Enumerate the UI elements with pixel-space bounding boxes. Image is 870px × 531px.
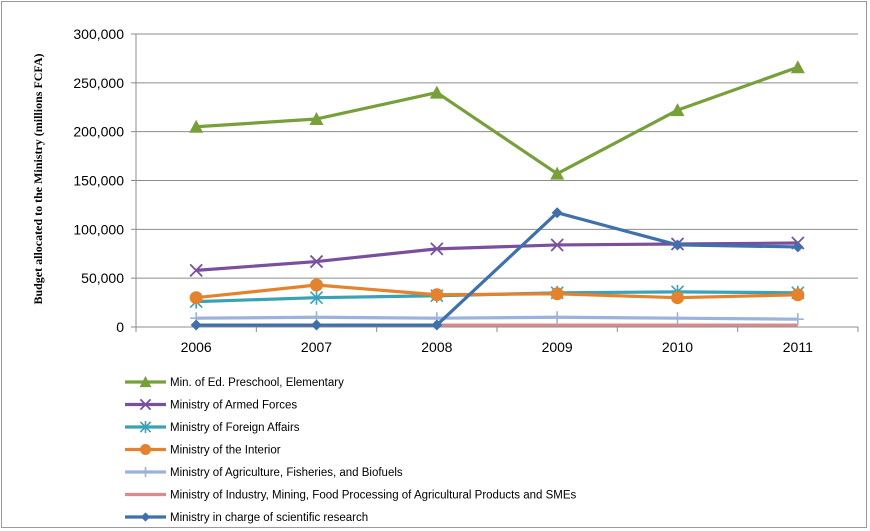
legend-item: Ministry of Agriculture, Fisheries, and … [125, 466, 403, 479]
data-point [670, 103, 685, 117]
y-axis: 0 50,000 100,000 150,000 200,000 250,000 300,0… [73, 26, 137, 335]
legend-item: Ministry in charge of scientific researc… [125, 512, 368, 524]
data-point [190, 319, 202, 331]
legend-label: Ministry of Foreign Affairs [170, 422, 300, 434]
data-point [430, 288, 444, 302]
data-point [671, 291, 684, 305]
data-point [310, 278, 323, 292]
legend-label: Ministry of the Interior [170, 445, 281, 457]
legend-item: Ministry of Armed Forces [125, 398, 297, 412]
x-tick-label: 2007 [301, 339, 332, 355]
y-tick-label: 50,000 [81, 270, 124, 286]
data-point [140, 466, 151, 478]
data-point [309, 254, 324, 269]
data-point [672, 239, 683, 251]
y-tick-label: 250,000 [73, 75, 124, 91]
series-4 [190, 311, 804, 326]
data-point [551, 311, 564, 324]
series-0 [189, 60, 805, 180]
x-tick-label: 2009 [542, 339, 573, 355]
data-point [139, 421, 152, 433]
data-point [671, 312, 684, 325]
legend-label: Ministry of Agriculture, Fisheries, and … [170, 467, 403, 479]
legend-item: Ministry of Industry, Mining, Food Proce… [125, 490, 577, 502]
series-line [196, 241, 798, 272]
y-axis-label: Budget allocated to the Ministry (millio… [31, 53, 45, 304]
data-point [140, 512, 151, 522]
series-lines [189, 60, 805, 331]
x-tick-label: 2008 [421, 339, 452, 355]
legend-item: Ministry of the Interior [125, 443, 281, 457]
legend-label: Min. of Ed. Preschool, Elementary [170, 377, 344, 389]
series-line [196, 211, 798, 327]
series-line [195, 283, 798, 300]
y-tick-label: 300,000 [73, 26, 124, 42]
y-tick-label: 0 [116, 319, 124, 335]
legend-label: Ministry of Industry, Mining, Food Proce… [170, 490, 577, 502]
data-point [189, 263, 203, 277]
data-point [791, 288, 805, 302]
data-point [550, 238, 564, 252]
data-point [311, 319, 322, 331]
data-point [431, 319, 443, 331]
x-tick-label: 2006 [181, 339, 212, 355]
legend: Min. of Ed. Preschool, Elementary Ministr… [125, 376, 577, 524]
legend-label: Ministry of Armed Forces [170, 400, 297, 412]
data-point [139, 398, 152, 411]
data-point [139, 376, 152, 388]
data-point [551, 207, 563, 219]
data-point [189, 119, 204, 133]
y-tick-label: 100,000 [73, 221, 124, 237]
data-point [790, 60, 805, 74]
data-point [139, 443, 152, 456]
grid-lines [136, 33, 858, 279]
data-point [430, 242, 444, 256]
legend-item: Min. of Ed. Preschool, Elementary [125, 376, 344, 389]
data-point [792, 241, 804, 253]
legend-label: Ministry in charge of scientific researc… [170, 512, 368, 524]
series-3 [189, 278, 805, 305]
data-point [309, 111, 324, 125]
series-6 [190, 207, 804, 331]
series-line [196, 315, 798, 321]
series-line [196, 65, 799, 176]
data-point [309, 290, 324, 305]
data-point [791, 313, 804, 326]
y-tick-label: 150,000 [73, 173, 124, 189]
x-tick-label: 2011 [783, 339, 813, 355]
legend-item: Ministry of Foreign Affairs [125, 421, 300, 434]
x-axis: 2006 2007 2008 2009 2010 2011 [135, 326, 859, 355]
x-tick-label: 2010 [662, 339, 693, 355]
data-point [550, 166, 565, 180]
data-point [189, 291, 203, 305]
data-point [550, 287, 564, 301]
y-tick-label: 200,000 [73, 124, 124, 140]
data-point [429, 85, 444, 99]
